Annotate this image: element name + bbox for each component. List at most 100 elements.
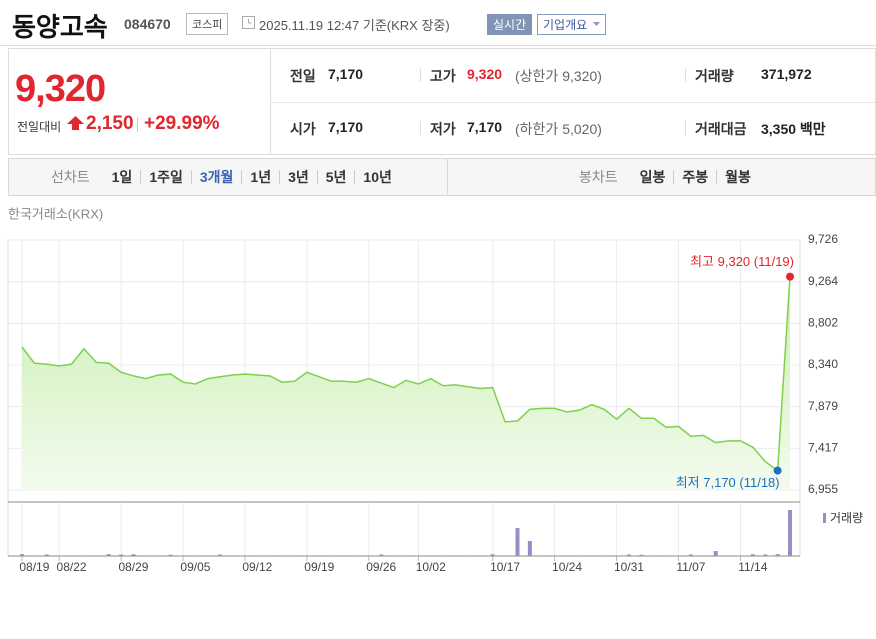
volume-bar xyxy=(688,554,693,556)
quote-value: 9,320 xyxy=(467,66,503,82)
quote-value: 7,170 xyxy=(467,119,503,135)
up-arrow xyxy=(67,116,84,130)
period-tab[interactable]: 1년 xyxy=(241,170,279,184)
current-price: 9,320 xyxy=(15,68,106,110)
realtime-button[interactable]: 실시간 xyxy=(487,14,533,35)
price-area xyxy=(22,276,790,490)
volume-bar xyxy=(20,554,24,556)
y-tick-label: 9,264 xyxy=(808,274,838,288)
period-tab[interactable]: 3년 xyxy=(279,170,317,184)
stock-code: 084670 xyxy=(124,16,171,32)
column-separator xyxy=(685,121,686,135)
price-line xyxy=(21,276,791,473)
quote-note: (상한가 9,320) xyxy=(515,68,602,84)
period-tab[interactable]: 1주일 xyxy=(140,170,191,184)
y-tick-label: 9,726 xyxy=(808,232,838,246)
y-tick-label: 8,802 xyxy=(808,316,838,330)
dropdown-arrow xyxy=(593,22,601,26)
x-tick-label: 11/14 xyxy=(738,560,767,574)
quote-value: 7,170 xyxy=(328,119,364,135)
quote-label: 거래량 xyxy=(695,68,734,84)
x-tick-label: 11/07 xyxy=(676,560,705,574)
high-marker xyxy=(786,272,794,281)
volume-bar xyxy=(763,554,768,556)
period-tabs: 선차트 1일 1주일 3개월 1년 3년 5년 10년 봉차트 일봉 주봉 월봉 xyxy=(8,158,876,196)
x-tick-label: 08/19 xyxy=(19,560,49,574)
volume-bar xyxy=(379,554,384,556)
y-tick-label: 7,417 xyxy=(808,440,838,454)
quote-note: (하한가 5,020) xyxy=(515,121,602,137)
line-tabs: 선차트 1일 1주일 3개월 1년 3년 5년 10년 xyxy=(43,159,400,195)
y-tick-label: 8,340 xyxy=(808,357,838,371)
header-divider xyxy=(0,45,876,46)
company-button[interactable]: 기업개요 xyxy=(537,14,607,35)
volume-bar xyxy=(490,554,495,556)
tab-label: 봉차트 xyxy=(579,169,618,185)
period-tab[interactable]: 5년 xyxy=(316,170,355,184)
chart-source: 한국거래소(KRX) xyxy=(8,206,103,221)
candle-tabs: 봉차트 일봉 주봉 월봉 xyxy=(571,159,759,195)
volume-bar xyxy=(626,554,631,556)
x-tick-label: 09/26 xyxy=(366,560,396,574)
period-tab[interactable]: 3개월 xyxy=(190,170,242,184)
y-tick-label: 7,879 xyxy=(808,399,838,413)
x-tick-label: 08/22 xyxy=(57,560,87,574)
volume-bar xyxy=(44,554,49,556)
x-tick-label: 10/31 xyxy=(614,560,644,574)
quote-label: 시가 xyxy=(290,121,316,137)
x-tick-label: 08/29 xyxy=(118,560,148,574)
volume-bar xyxy=(750,554,755,556)
volume-bar xyxy=(713,551,718,556)
x-tick-label: 10/17 xyxy=(490,560,520,574)
period-tab[interactable]: 10년 xyxy=(354,170,399,184)
volume-bar xyxy=(515,528,520,556)
timestamp: 2025.11.19 12:47 기준(KRX 장중) xyxy=(259,18,450,33)
change-rate: +29.99% xyxy=(144,113,220,134)
tab-label: 선차트 xyxy=(51,169,90,185)
volume-bar xyxy=(527,541,532,556)
volume-bar xyxy=(788,510,792,556)
quote-label: 고가 xyxy=(430,68,456,84)
quote-divider xyxy=(270,49,271,154)
period-tab[interactable]: 1일 xyxy=(111,169,133,185)
tab-divider xyxy=(447,159,448,195)
change-amount: 2,150 xyxy=(86,113,134,134)
x-tick-label: 10/24 xyxy=(552,560,582,574)
high-label: 최고 9,320 (11/19) xyxy=(690,254,794,269)
column-separator xyxy=(685,68,686,82)
x-tick-label: 09/12 xyxy=(242,560,272,574)
column-separator xyxy=(420,121,421,135)
quote-label: 거래대금 xyxy=(695,121,747,137)
quote-value: 3,350 백만 xyxy=(761,121,826,137)
volume-bar xyxy=(775,554,780,556)
change-label: 전일대비 xyxy=(17,120,62,134)
volume-bar xyxy=(131,554,136,556)
quote-label: 전일 xyxy=(290,68,316,84)
row-divider xyxy=(271,102,875,103)
candle-tab[interactable]: 주봉 xyxy=(673,170,716,184)
quote-value: 7,170 xyxy=(328,66,364,82)
market-badge: 코스피 xyxy=(186,13,229,35)
stock-name: 동양고속 xyxy=(12,12,108,42)
x-tick-label: 10/02 xyxy=(416,560,446,574)
legend-label: 거래량 xyxy=(830,511,863,525)
y-tick-label: 6,955 xyxy=(808,482,838,496)
volume-bar xyxy=(218,554,223,556)
volume-bar xyxy=(639,554,644,556)
candle-tab[interactable]: 월봉 xyxy=(716,170,759,184)
legend-swatch xyxy=(823,513,826,523)
candle-tab[interactable]: 일봉 xyxy=(639,169,666,185)
clock-icon xyxy=(242,16,255,29)
company-button-text[interactable]: 기업개요 xyxy=(543,18,588,32)
x-tick-label: 09/05 xyxy=(180,560,210,574)
x-tick-label: 09/19 xyxy=(304,560,334,574)
quote-label: 저가 xyxy=(430,121,456,137)
change-separator xyxy=(137,117,138,132)
low-marker xyxy=(773,466,782,475)
volume-bar xyxy=(106,554,111,556)
volume-bar xyxy=(168,554,173,556)
column-separator xyxy=(420,68,421,82)
low-label: 최저 7,170 (11/18) xyxy=(676,475,780,490)
